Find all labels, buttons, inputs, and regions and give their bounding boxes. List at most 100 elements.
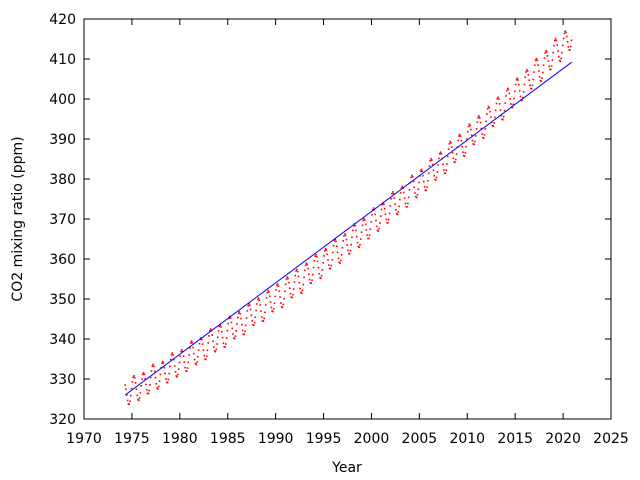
data-point: [470, 134, 473, 136]
data-point: [296, 268, 298, 271]
data-point: [556, 44, 558, 46]
data-point: [444, 172, 447, 175]
data-point: [161, 360, 164, 363]
data-point: [565, 31, 567, 34]
y-tick-label: 410: [49, 52, 76, 68]
data-point: [534, 59, 537, 62]
data-point: [401, 185, 404, 188]
data-point: [191, 342, 194, 344]
data-point: [311, 279, 313, 282]
data-point: [372, 207, 375, 209]
data-point: [518, 83, 520, 86]
data-point: [192, 346, 194, 349]
data-point: [331, 258, 333, 261]
data-point: [304, 264, 307, 267]
data-point: [547, 60, 550, 63]
data-point: [397, 211, 400, 213]
data-point: [354, 224, 356, 227]
data-point: [569, 49, 571, 51]
data-point: [273, 302, 276, 305]
data-point: [418, 181, 420, 184]
data-point: [285, 278, 288, 280]
data-point: [325, 249, 328, 251]
data-point: [459, 135, 462, 137]
data-point: [161, 362, 163, 365]
data-point: [332, 244, 335, 247]
data-point: [567, 46, 570, 48]
data-point: [396, 213, 399, 216]
data-point: [272, 308, 275, 310]
data-point: [126, 399, 129, 402]
data-point: [490, 116, 492, 118]
data-point: [481, 133, 483, 135]
data-point: [525, 71, 527, 73]
data-point: [213, 346, 215, 348]
data-point: [509, 98, 511, 100]
data-point: [513, 97, 515, 100]
data-point: [524, 76, 527, 79]
data-point: [278, 290, 281, 292]
data-point: [425, 189, 428, 192]
data-point: [196, 361, 198, 363]
data-point: [133, 377, 136, 379]
data-point: [252, 324, 255, 327]
data-point: [289, 292, 292, 295]
data-point: [174, 371, 177, 373]
data-point: [301, 289, 304, 292]
data-point: [377, 230, 380, 232]
data-point: [551, 59, 554, 61]
data-point: [362, 219, 364, 222]
data-point: [190, 340, 193, 342]
data-point: [206, 349, 209, 352]
data-point: [302, 283, 305, 286]
y-axis-title: CO2 mixing ratio (ppm): [10, 136, 26, 301]
data-point: [435, 176, 438, 179]
data-point: [272, 310, 274, 313]
data-point: [168, 372, 170, 375]
data-point: [320, 277, 322, 280]
data-point: [488, 106, 491, 109]
data-point: [411, 176, 414, 178]
data-point: [548, 65, 550, 68]
data-point: [245, 317, 248, 319]
data-point: [369, 228, 372, 230]
data-point: [193, 352, 195, 355]
data-point: [292, 293, 294, 296]
data-point: [225, 343, 227, 345]
data-point: [464, 151, 467, 154]
data-point: [375, 225, 378, 228]
data-point: [251, 320, 253, 322]
data-point: [236, 316, 239, 319]
data-point: [363, 219, 366, 221]
data-point: [348, 252, 351, 255]
data-point: [148, 389, 150, 392]
data-point: [142, 371, 145, 374]
data-point: [400, 187, 403, 189]
y-tick-label: 330: [49, 372, 76, 388]
y-tick-label: 380: [49, 172, 76, 188]
data-point: [283, 297, 285, 300]
data-point: [255, 309, 257, 312]
data-point: [322, 262, 325, 264]
data-point: [514, 90, 516, 93]
data-point: [510, 103, 512, 105]
data-point: [553, 44, 555, 47]
data-point: [268, 291, 270, 293]
data-point: [246, 310, 249, 312]
data-point: [209, 330, 211, 332]
data-point: [543, 57, 546, 59]
data-point: [263, 317, 265, 319]
data-point: [236, 323, 238, 325]
data-point: [536, 59, 539, 62]
data-point: [137, 398, 139, 401]
data-point: [153, 370, 156, 373]
data-point: [522, 91, 525, 93]
data-point: [149, 384, 151, 386]
data-point: [406, 206, 408, 208]
data-point: [328, 264, 330, 266]
data-point: [185, 370, 188, 373]
data-point: [164, 372, 166, 375]
data-point: [141, 378, 143, 380]
data-point: [499, 109, 502, 111]
